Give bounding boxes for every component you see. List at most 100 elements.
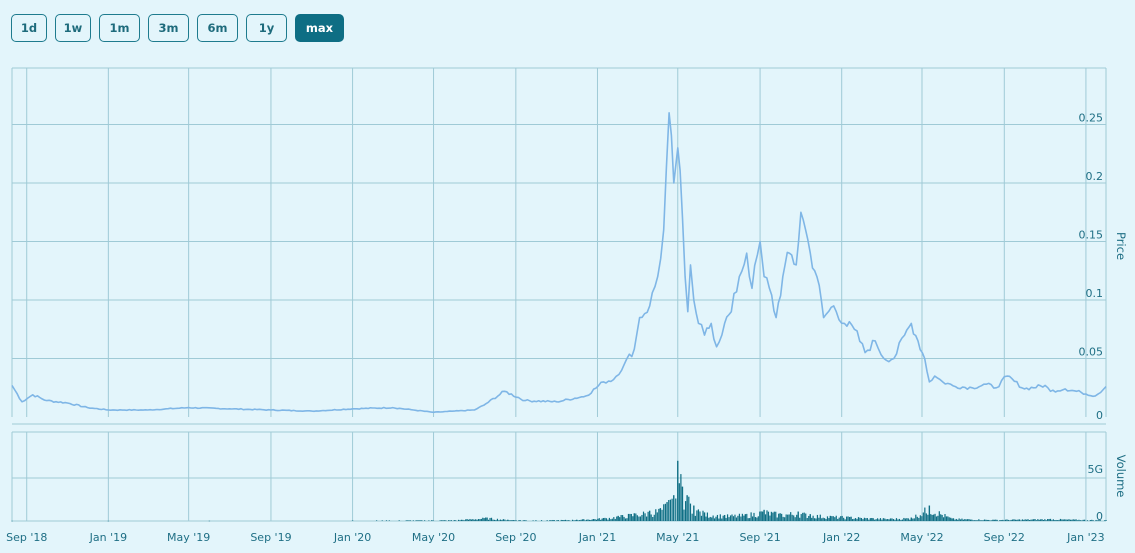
volume-bar — [959, 519, 962, 521]
volume-bar — [512, 520, 515, 521]
volume-bar — [740, 516, 742, 521]
volume-bar — [732, 516, 735, 521]
volume-bar — [107, 520, 110, 522]
range-button-1w[interactable]: 1w — [55, 14, 91, 42]
volume-bar — [585, 519, 588, 521]
range-button-1y[interactable]: 1y — [246, 14, 287, 42]
volume-bar — [702, 510, 704, 521]
volume-bar — [1006, 519, 1008, 521]
volume-bar — [490, 517, 493, 521]
volume-bar — [658, 508, 660, 521]
volume-bar — [805, 513, 807, 521]
volume-bar — [424, 520, 426, 521]
volume-bar — [961, 518, 963, 521]
volume-bar — [1062, 519, 1064, 521]
volume-bar — [759, 511, 761, 521]
volume-bar — [709, 516, 711, 521]
volume-bar — [1079, 520, 1081, 521]
volume-bar — [584, 520, 586, 521]
volume-bar — [601, 518, 603, 521]
volume-bar — [614, 518, 616, 521]
volume-bar — [981, 520, 983, 521]
volume-bar — [477, 519, 480, 521]
volume-bar — [638, 516, 640, 521]
x-tick-label: Jan '19 — [89, 531, 127, 544]
volume-bar — [1076, 520, 1079, 521]
volume-bar — [971, 519, 973, 521]
volume-bar — [641, 514, 643, 521]
volume-bar — [611, 518, 613, 521]
volume-bar — [691, 513, 693, 521]
volume-bar — [837, 518, 839, 521]
volume-bar — [735, 517, 738, 521]
volume-bar — [624, 518, 627, 521]
volume-bar — [1026, 519, 1028, 521]
volume-bar — [1072, 519, 1074, 521]
volume-bar — [831, 516, 833, 521]
volume-bar — [800, 514, 802, 521]
range-button-6m[interactable]: 6m — [197, 14, 238, 42]
volume-bar — [463, 520, 465, 521]
range-button-3m[interactable]: 3m — [148, 14, 189, 42]
range-button-1d[interactable]: 1d — [11, 14, 47, 42]
volume-bar — [924, 507, 926, 521]
volume-bar — [416, 520, 419, 521]
volume-bar — [669, 499, 672, 521]
volume-bar — [351, 520, 354, 521]
volume-bar — [897, 519, 899, 521]
volume-bar — [495, 520, 497, 521]
volume-bar — [992, 519, 994, 521]
volume-bar — [686, 495, 688, 521]
volume-bar — [485, 517, 487, 521]
price-line — [11, 112, 1107, 414]
volume-bar — [504, 519, 506, 521]
x-tick-label: Jan '21 — [578, 531, 616, 544]
volume-bar — [610, 519, 612, 521]
volume-bar — [1069, 519, 1071, 521]
volume-bar — [975, 520, 977, 521]
volume-bar — [895, 518, 898, 521]
volume-bar — [862, 519, 864, 521]
x-tick-label: Sep '22 — [984, 531, 1025, 544]
x-tick-label: Sep '21 — [739, 531, 780, 544]
volume-bar — [718, 518, 720, 521]
volume-bar — [933, 514, 935, 521]
volume-bar — [475, 519, 477, 521]
volume-bar — [1066, 519, 1069, 521]
volume-bar — [388, 520, 390, 521]
volume-bar — [590, 519, 592, 521]
x-tick-label: Sep '20 — [495, 531, 536, 544]
volume-bar — [511, 520, 513, 521]
volume-bar — [1033, 519, 1035, 521]
volume-tick-label: 5G — [1087, 463, 1103, 476]
volume-bar — [498, 520, 500, 521]
volume-bar — [496, 518, 499, 521]
volume-bar — [999, 520, 1001, 521]
volume-bar — [832, 516, 834, 521]
volume-bar — [719, 514, 721, 521]
volume-bar — [480, 518, 482, 521]
volume-bar — [891, 518, 893, 521]
volume-bar — [944, 514, 946, 521]
volume-bar — [809, 514, 811, 521]
volume-bar — [208, 520, 211, 522]
volume-bar — [1020, 520, 1022, 521]
volume-bar — [407, 520, 409, 521]
volume-bar — [850, 516, 852, 521]
volume-bar — [757, 516, 759, 521]
volume-bar — [492, 519, 494, 521]
range-button-1m[interactable]: 1m — [99, 14, 140, 42]
volume-bar — [790, 512, 792, 521]
volume-bar — [1048, 519, 1050, 521]
volume-bar — [823, 518, 826, 521]
volume-bar — [1045, 520, 1047, 521]
range-button-max[interactable]: max — [295, 14, 344, 42]
volume-bar — [519, 520, 522, 521]
volume-bar — [597, 518, 599, 521]
volume-bar — [684, 501, 687, 521]
volume-bar — [841, 515, 843, 521]
volume-bar — [633, 513, 635, 521]
volume-bar — [499, 519, 502, 521]
volume-bar — [1018, 519, 1021, 521]
